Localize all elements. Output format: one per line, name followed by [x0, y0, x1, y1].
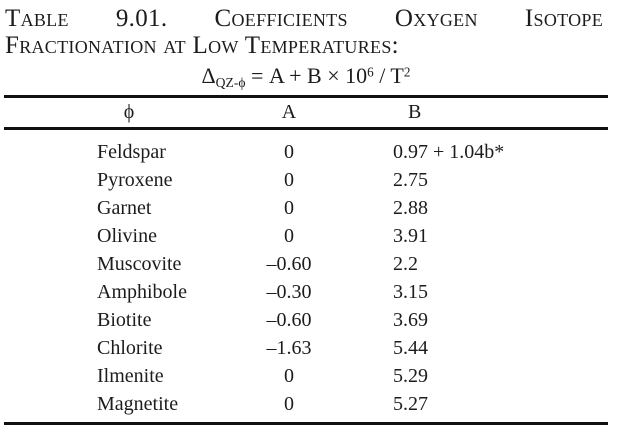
coefficient-a-cell: –1.63 — [266, 337, 312, 359]
formula-subscript-qz-phi: QZ-ϕ — [215, 74, 246, 90]
table-row: Amphibole –0.30 3.15 — [4, 278, 608, 306]
coefficient-b-cell: 0.97 + 1.04b* — [393, 141, 505, 163]
mineral-name-cell: Magnetite — [97, 393, 179, 415]
column-header-phi: ϕ — [123, 101, 135, 123]
formula-equals-part: = A + B × 10 — [245, 63, 368, 88]
mineral-name-cell: Feldspar — [97, 141, 166, 163]
coefficient-a-cell: 0 — [284, 393, 294, 415]
coefficient-b-cell: 3.91 — [393, 225, 428, 247]
table-row: Garnet 0 2.88 — [4, 194, 608, 222]
formula-exponent-2: 2 — [403, 64, 411, 80]
mineral-name-cell: Pyroxene — [97, 169, 173, 191]
coefficient-a-cell: –0.60 — [266, 253, 312, 275]
coefficient-b-cell: 2.88 — [393, 197, 428, 219]
mineral-name-cell: Olivine — [97, 225, 157, 247]
table-row: Olivine 0 3.91 — [4, 222, 608, 250]
mineral-name-cell: Muscovite — [97, 253, 182, 275]
mineral-name-cell: Biotite — [97, 309, 152, 331]
table-row: Magnetite 0 5.27 — [4, 390, 608, 424]
table-body: Feldspar 0 0.97 + 1.04b* Pyroxene 0 2.75 Garne… — [4, 129, 608, 424]
coefficient-a-cell: 0 — [284, 141, 294, 163]
fractionation-formula: ΔQZ-ϕ = A + B × 106 / T2 — [4, 61, 608, 91]
coefficient-b-cell: 5.29 — [393, 365, 428, 387]
mineral-name-cell: Garnet — [97, 197, 152, 219]
coefficient-b-cell: 3.69 — [393, 309, 428, 331]
coefficient-b-cell: 5.27 — [393, 393, 428, 415]
table-row: Feldspar 0 0.97 + 1.04b* — [4, 129, 608, 167]
table-row: Biotite –0.60 3.69 — [4, 306, 608, 334]
table-row: Muscovite –0.60 2.2 — [4, 250, 608, 278]
table-caption-line1: Table 9.01. Coefficients Oxygen Isotope — [5, 5, 603, 32]
column-header-a: A — [281, 101, 297, 123]
coefficient-b-cell: 2.2 — [393, 253, 418, 275]
coefficient-a-cell: –0.30 — [266, 281, 312, 303]
formula-slash-part: / T — [373, 63, 404, 88]
coefficient-a-cell: 0 — [284, 169, 294, 191]
mineral-name-cell: Chlorite — [97, 337, 163, 359]
mineral-name-cell: Ilmenite — [97, 365, 164, 387]
coefficient-a-cell: 0 — [284, 365, 294, 387]
document-page: Table 9.01. Coefficients Oxygen Isotope … — [0, 5, 636, 433]
coefficient-b-cell: 2.75 — [393, 169, 428, 191]
column-header-b: B — [408, 101, 422, 123]
table-row: Pyroxene 0 2.75 — [4, 166, 608, 194]
formula-delta-symbol: Δ — [201, 63, 216, 88]
table-caption-line2: Fractionation at Low Temperatures: — [5, 32, 399, 59]
coefficients-table: ϕ A B Feldspar 0 0.97 + 1.04b* Pyroxene 0 2.7… — [4, 95, 608, 425]
table-header-row: ϕ A B — [4, 97, 608, 129]
coefficient-a-cell: 0 — [284, 225, 294, 247]
mineral-name-cell: Amphibole — [97, 281, 187, 303]
coefficient-b-cell: 5.44 — [393, 337, 428, 359]
table-row: Chlorite –1.63 5.44 — [4, 334, 608, 362]
table-caption: Table 9.01. Coefficients Oxygen Isotope … — [5, 5, 603, 59]
coefficient-a-cell: –0.60 — [266, 309, 312, 331]
coefficient-a-cell: 0 — [284, 197, 294, 219]
table-row: Ilmenite 0 5.29 — [4, 362, 608, 390]
formula-exponent-6: 6 — [367, 64, 374, 80]
coefficient-b-cell: 3.15 — [393, 281, 428, 303]
